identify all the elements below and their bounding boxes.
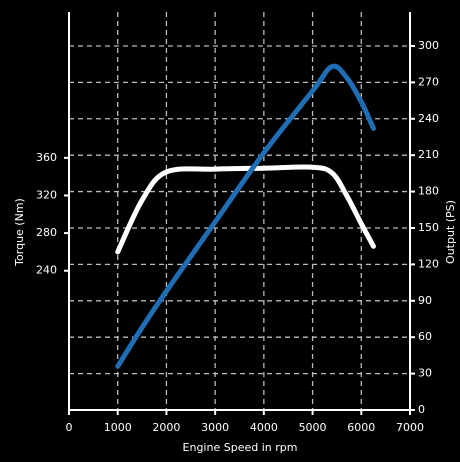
y-tick-label: 280 bbox=[36, 226, 57, 239]
y-axis-label: Torque (Nm) bbox=[13, 198, 26, 267]
y2-tick-label: 0 bbox=[418, 403, 425, 416]
y-tick-label: 240 bbox=[36, 264, 57, 277]
x-tick-label: 6000 bbox=[347, 421, 375, 434]
y2-tick-label: 30 bbox=[418, 367, 432, 380]
series-line bbox=[115, 164, 376, 255]
y2-tick-label: 180 bbox=[418, 185, 439, 198]
y2-tick-label: 300 bbox=[418, 39, 439, 52]
y2-tick-label: 90 bbox=[418, 294, 432, 307]
y2-tick-label: 60 bbox=[418, 330, 432, 343]
y2-tick-label: 210 bbox=[418, 148, 439, 161]
y2-axis-label: Output (PS) bbox=[444, 200, 457, 264]
y2-tick-label: 240 bbox=[418, 112, 439, 125]
x-tick-label: 7000 bbox=[396, 421, 424, 434]
y-tick-label: 360 bbox=[36, 151, 57, 164]
x-tick-label: 5000 bbox=[299, 421, 327, 434]
y2-tick-label: 150 bbox=[418, 221, 439, 234]
y2-tick-label: 270 bbox=[418, 75, 439, 88]
y-tick-label: 320 bbox=[36, 188, 57, 201]
x-tick-label: 3000 bbox=[201, 421, 229, 434]
y2-tick-label: 120 bbox=[418, 257, 439, 270]
x-tick-label: 2000 bbox=[152, 421, 180, 434]
x-tick-label: 1000 bbox=[104, 421, 132, 434]
x-tick-label: 4000 bbox=[250, 421, 278, 434]
x-tick-label: 0 bbox=[66, 421, 73, 434]
series-line bbox=[115, 63, 376, 369]
x-axis-label: Engine Speed in rpm bbox=[183, 441, 298, 454]
